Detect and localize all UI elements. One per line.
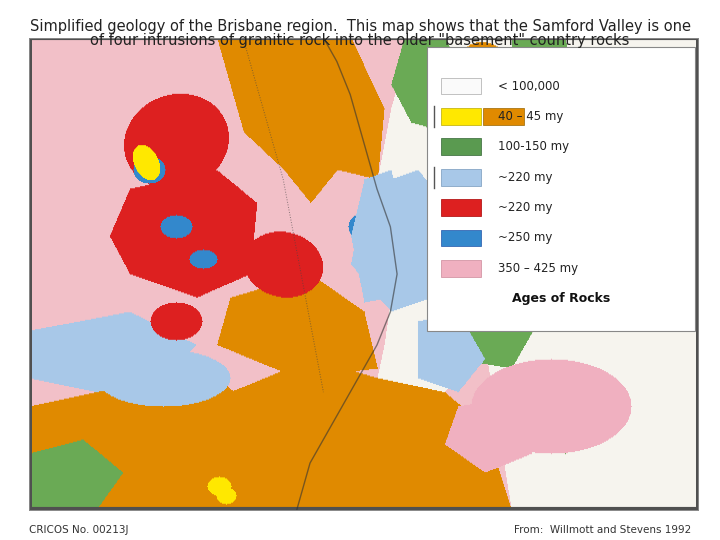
Text: Ages of Rocks: Ages of Rocks [512,292,611,305]
Bar [441,260,481,276]
Text: ~220 my: ~220 my [498,171,552,184]
Text: of four intrusions of granitic rock into the older "basement" country rocks: of four intrusions of granitic rock into… [90,33,630,49]
Text: 100-150 my: 100-150 my [498,140,569,153]
Bar [441,169,481,186]
Bar [441,108,481,125]
Text: 40 – 45 my: 40 – 45 my [498,110,563,123]
Text: CRICOS No. 00213J: CRICOS No. 00213J [29,524,128,535]
Bar [441,138,481,155]
Text: 350 – 425 my: 350 – 425 my [498,262,577,275]
Bar [427,47,695,330]
Text: From:  Willmott and Stevens 1992: From: Willmott and Stevens 1992 [514,524,691,535]
Bar [441,78,481,94]
Text: Simplified geology of the Brisbane region.  This map shows that the Samford Vall: Simplified geology of the Brisbane regio… [30,19,690,35]
Text: ~250 my: ~250 my [498,232,552,245]
Bar [441,199,481,216]
Text: < 100,000: < 100,000 [498,79,559,92]
Bar [483,108,523,125]
Text: ~220 my: ~220 my [498,201,552,214]
Bar [441,230,481,246]
